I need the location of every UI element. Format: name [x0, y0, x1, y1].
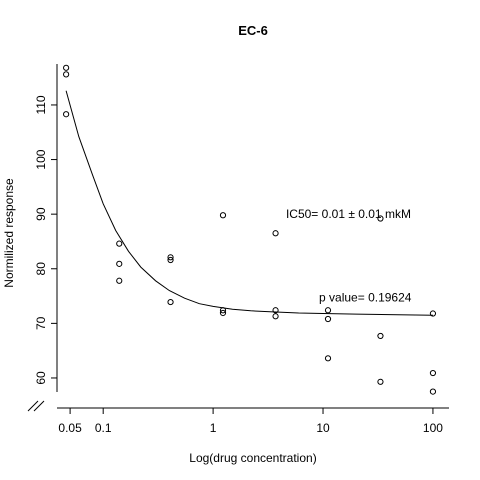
data-point-18 — [324, 355, 332, 362]
data-point-6 — [116, 277, 123, 284]
annotation-2: p value= 0.19624 — [319, 291, 412, 305]
data-point-22 — [429, 310, 437, 317]
data-point-12 — [219, 309, 227, 317]
x-tick-label-100: 100 — [423, 421, 443, 435]
data-point-19 — [377, 215, 384, 222]
axis-break-mark — [27, 400, 45, 412]
annotation-1: IC50= 0.01 ± 0.01 mkM — [286, 207, 411, 221]
x-tick-label-0.05: 0.05 — [58, 421, 82, 435]
data-point-10 — [219, 212, 227, 219]
data-point-14 — [272, 307, 279, 314]
data-point-2 — [63, 71, 70, 78]
y-tick-label-100: 100 — [34, 149, 48, 169]
data-point-7 — [167, 254, 174, 261]
data-point-11 — [219, 307, 227, 314]
data-points — [63, 64, 437, 395]
data-point-13 — [272, 230, 279, 237]
x-axis-ticks: 0.05 0.1 1 10 100 — [58, 408, 443, 435]
data-point-9 — [167, 298, 174, 306]
annotations: IC50= 0.01 ± 0.01 mkM p value= 0.19624 — [286, 207, 412, 305]
x-tick-label-0.1: 0.1 — [95, 421, 112, 435]
y-tick-label-60: 60 — [34, 371, 48, 385]
data-point-21 — [377, 378, 384, 385]
data-point-16 — [324, 307, 332, 314]
data-point-4 — [116, 240, 123, 247]
y-axis-label: Normilized response — [2, 178, 16, 288]
x-tick-label-1: 1 — [210, 421, 217, 435]
data-point-24 — [429, 388, 437, 395]
fit-curve — [65, 90, 433, 316]
data-point-1 — [63, 64, 70, 71]
y-tick-label-110: 110 — [34, 95, 48, 114]
y-tick-label-70: 70 — [34, 316, 48, 330]
x-tick-label-10: 10 — [316, 421, 330, 435]
y-tick-label-80: 80 — [34, 262, 48, 276]
data-point-8 — [167, 256, 174, 264]
data-point-3 — [63, 111, 70, 118]
data-point-17 — [324, 315, 332, 323]
y-axis-ticks: 60 70 80 90 100 110 — [34, 95, 57, 385]
data-point-5 — [116, 260, 123, 267]
chart-title: EC-6 — [238, 23, 268, 38]
x-axis-label: Log(drug concentration) — [189, 451, 316, 465]
data-point-15 — [272, 313, 279, 320]
data-point-23 — [429, 369, 437, 377]
y-tick-label-90: 90 — [34, 207, 48, 221]
data-point-20 — [377, 332, 384, 340]
